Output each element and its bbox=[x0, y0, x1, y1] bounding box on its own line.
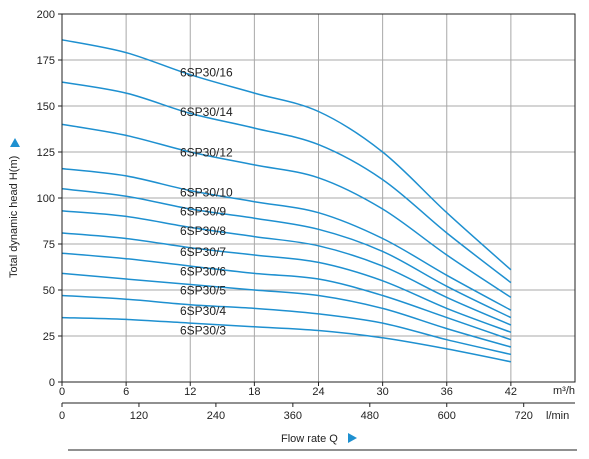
performance-curves bbox=[61, 39, 512, 363]
y-tick-label: 0 bbox=[49, 377, 55, 389]
series-label: 6SP30/6 bbox=[180, 264, 226, 278]
y-tick-label: 50 bbox=[43, 285, 55, 297]
x-tick-label-secondary: 600 bbox=[438, 410, 456, 422]
x-tick-label-primary: 18 bbox=[248, 386, 260, 398]
x-tick-label-secondary: 240 bbox=[207, 410, 225, 422]
y-tick-label: 200 bbox=[37, 9, 55, 21]
y-tick-label: 150 bbox=[37, 101, 55, 113]
y-axis-arrow-icon bbox=[10, 138, 20, 147]
x-tick-label-primary: 6 bbox=[123, 386, 129, 398]
series-label: 6SP30/10 bbox=[180, 185, 233, 199]
y-tick-label: 25 bbox=[43, 331, 55, 343]
x-tick-label-secondary: 120 bbox=[130, 410, 148, 422]
y-tick-label: 75 bbox=[43, 239, 55, 251]
series-label: 6SP30/14 bbox=[180, 105, 233, 119]
x-tick-labels-secondary: 0 120 240 360 480 600 720 bbox=[59, 403, 533, 422]
series-label: 6SP30/9 bbox=[180, 205, 226, 219]
x-tick-label-secondary: 720 bbox=[515, 410, 533, 422]
series-label: 6SP30/4 bbox=[180, 304, 226, 318]
curve-line bbox=[61, 316, 512, 363]
x-tick-label-primary: 24 bbox=[312, 386, 324, 398]
curve-line bbox=[61, 294, 512, 356]
x-tick-label-primary: 12 bbox=[184, 386, 196, 398]
y-tick-label: 175 bbox=[37, 55, 55, 67]
x-unit-primary: m³/h bbox=[553, 385, 575, 397]
x-tick-label-secondary: 0 bbox=[59, 410, 65, 422]
curve-line bbox=[61, 167, 512, 311]
x-tick-label-primary: 30 bbox=[377, 386, 389, 398]
series-label: 6SP30/16 bbox=[180, 66, 233, 80]
curve-line bbox=[61, 272, 512, 348]
curve-line bbox=[61, 188, 512, 319]
curve-line bbox=[61, 232, 512, 334]
x-tick-label-secondary: 480 bbox=[361, 410, 379, 422]
x-axis-arrow-icon bbox=[348, 433, 357, 443]
curve-line bbox=[61, 81, 512, 284]
series-label: 6SP30/7 bbox=[180, 245, 226, 259]
x-tick-label-primary: 0 bbox=[59, 386, 65, 398]
y-tick-label: 125 bbox=[37, 147, 55, 159]
x-tick-label-secondary: 360 bbox=[284, 410, 302, 422]
series-label: 6SP30/8 bbox=[180, 224, 226, 238]
series-label: 6SP30/5 bbox=[180, 284, 226, 298]
grid bbox=[62, 14, 575, 382]
y-tick-labels: 0 25 50 75 100 125 150 175 200 bbox=[37, 9, 62, 389]
curve-line bbox=[61, 123, 512, 299]
x-unit-secondary: l/min bbox=[546, 410, 569, 422]
curve-line bbox=[61, 252, 512, 341]
curve-line bbox=[61, 39, 512, 271]
y-axis-title: Total dynamic head H(m) bbox=[8, 156, 20, 278]
y-tick-label: 100 bbox=[37, 193, 55, 205]
x-tick-label-primary: 42 bbox=[505, 386, 517, 398]
curve-line bbox=[61, 210, 512, 326]
series-label: 6SP30/3 bbox=[180, 323, 226, 337]
series-labels: 6SP30/16 6SP30/14 6SP30/12 6SP30/10 6SP30/9 6… bbox=[180, 66, 233, 338]
series-label: 6SP30/12 bbox=[180, 146, 233, 160]
x-tick-label-primary: 36 bbox=[441, 386, 453, 398]
x-tick-labels-primary: 0 6 12 18 24 30 36 42 bbox=[59, 382, 517, 398]
x-axis-title: Flow rate Q bbox=[281, 433, 338, 445]
